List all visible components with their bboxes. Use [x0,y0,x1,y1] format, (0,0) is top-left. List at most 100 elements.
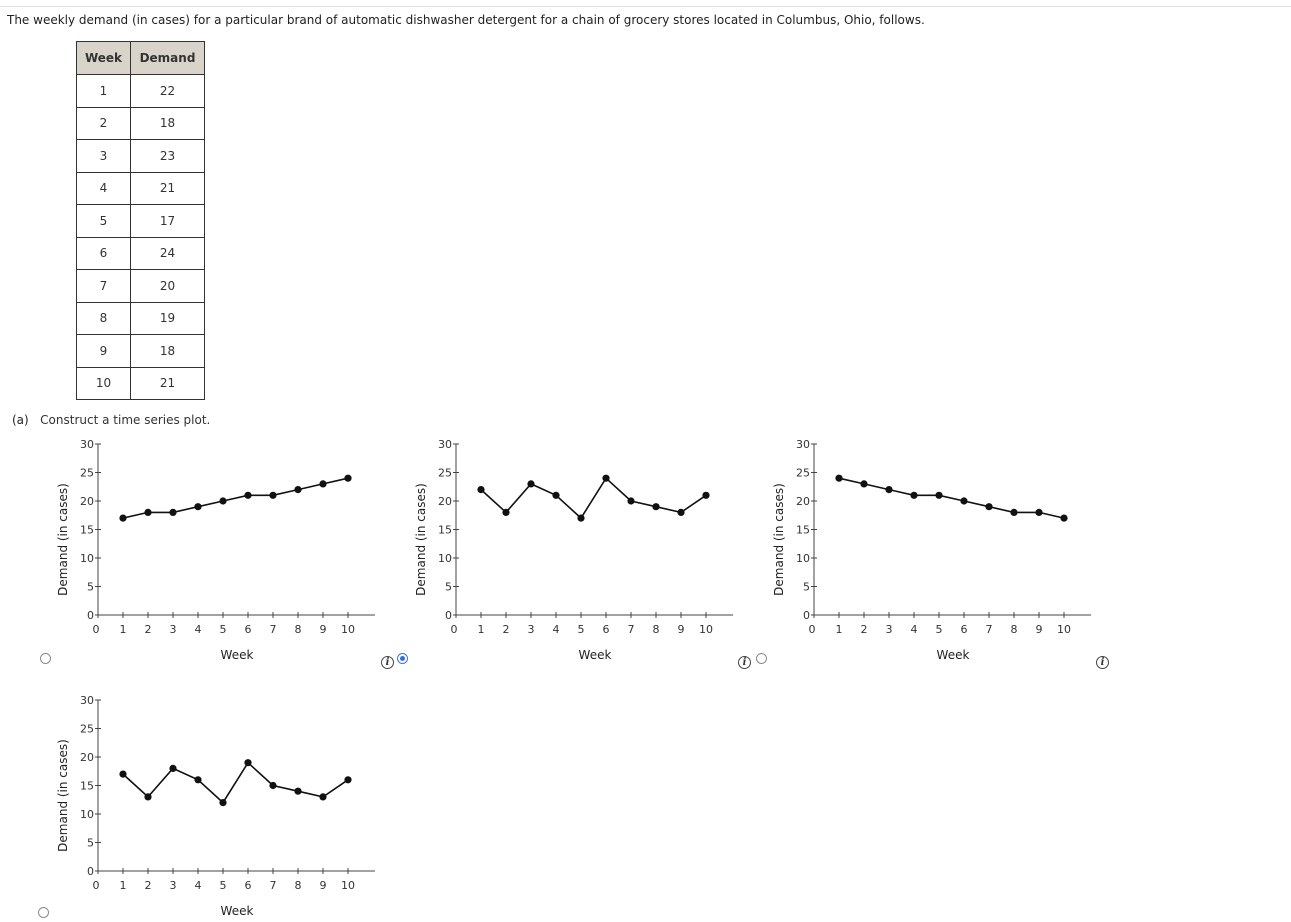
data-point [1035,508,1043,516]
info-icon[interactable]: i [1096,656,1109,669]
table-row: 5 17 [76,204,205,238]
header-demand: Demand [130,41,205,75]
data-point [702,491,710,499]
y-tick-label: 0 [87,865,94,878]
week-cell: 2 [76,106,131,140]
x-tick-label: 8 [653,623,660,636]
x-tick-label: 5 [220,879,227,892]
part-a-marker: (a) [12,413,29,427]
x-axis-label: Week [221,904,254,918]
y-tick-label: 20 [80,751,94,764]
x-tick-label: 9 [320,623,327,636]
y-tick-label: 30 [80,438,94,451]
y-tick-label: 20 [796,495,810,508]
demand-cell: 21 [130,366,205,400]
data-point [244,759,252,767]
demand-cell: 21 [130,171,205,205]
data-point [552,491,560,499]
x-tick-label: 3 [886,623,893,636]
y-axis-label: Demand (in cases) [56,739,70,852]
y-tick-label: 20 [438,495,452,508]
x-tick-label: 6 [245,879,252,892]
data-point [344,474,352,482]
radio-option-d[interactable] [38,907,49,918]
y-axis-label: Demand (in cases) [414,483,428,596]
x-tick-label: 2 [861,623,868,636]
y-tick-label: 20 [80,495,94,508]
data-point [169,508,177,516]
data-point [677,508,685,516]
demand-cell: 19 [130,301,205,335]
radio-option-a[interactable] [40,653,51,664]
part-a-label: (a) Construct a time series plot. [12,413,210,427]
x-tick-label: 8 [1011,623,1018,636]
radio-option-c[interactable] [756,653,767,664]
y-tick-label: 5 [87,837,94,850]
table-row: 3 23 [76,139,205,173]
x-tick-label: 6 [603,623,610,636]
x-tick-label: 5 [936,623,943,636]
data-point [194,776,202,784]
x-tick-label: 6 [245,623,252,636]
week-cell: 10 [76,366,131,400]
x-tick-label: 0 [93,623,100,636]
data-point [502,508,510,516]
y-tick-label: 30 [438,438,452,451]
demand-cell: 18 [130,334,205,368]
x-tick-label: 0 [809,623,816,636]
data-point [119,770,127,778]
week-cell: 6 [76,236,131,270]
x-tick-label: 2 [145,879,152,892]
data-point [269,491,277,499]
x-tick-label: 8 [295,879,302,892]
x-tick-label: 10 [341,879,355,892]
data-point [985,503,993,511]
y-tick-label: 5 [803,581,810,594]
y-tick-label: 0 [445,609,452,622]
x-tick-label: 5 [220,623,227,636]
y-tick-label: 25 [796,467,810,480]
y-tick-label: 30 [796,438,810,451]
radio-option-b[interactable] [397,653,408,664]
data-point [219,799,227,807]
y-tick-label: 25 [438,467,452,480]
data-point [885,486,893,494]
info-icon[interactable]: i [381,656,394,669]
week-cell: 8 [76,301,131,335]
series-line [480,476,707,520]
data-point [477,486,485,494]
x-axis-label: Week [937,648,970,662]
y-tick-label: 10 [796,552,810,565]
x-tick-label: 9 [320,879,327,892]
y-tick-label: 25 [80,467,94,480]
x-tick-label: 5 [578,623,585,636]
chart-option-d: 0 5 10 15 20 25 30 0 1 2 3 4 5 6 7 8 9 10 Week Demand (in c… [56,694,375,918]
data-point [1010,508,1018,516]
y-tick-label: 10 [80,808,94,821]
data-point [169,764,177,772]
demand-cell: 20 [130,269,205,303]
x-axis-label: Week [579,648,612,662]
table-row: 8 19 [76,301,205,335]
data-point [294,486,302,494]
x-tick-label: 8 [295,623,302,636]
demand-cell: 24 [130,236,205,270]
info-icon[interactable]: i [738,656,751,669]
y-tick-label: 15 [438,524,452,537]
week-cell: 3 [76,139,131,173]
week-cell: 1 [76,74,131,108]
table-row: 2 18 [76,106,205,140]
x-tick-label: 0 [451,623,458,636]
table-row: 7 20 [76,269,205,303]
data-point [1060,514,1068,522]
y-tick-label: 15 [796,524,810,537]
x-tick-label: 1 [120,623,127,636]
demand-cell: 23 [130,139,205,173]
x-tick-label: 10 [699,623,713,636]
demand-table: Week Demand 1 22 2 18 3 23 4 21 5 17 6 24 7 20 … [76,41,205,400]
header-week: Week [76,41,131,75]
data-point [627,497,635,505]
data-point [527,480,535,488]
x-tick-label: 2 [503,623,510,636]
data-point [602,474,610,482]
